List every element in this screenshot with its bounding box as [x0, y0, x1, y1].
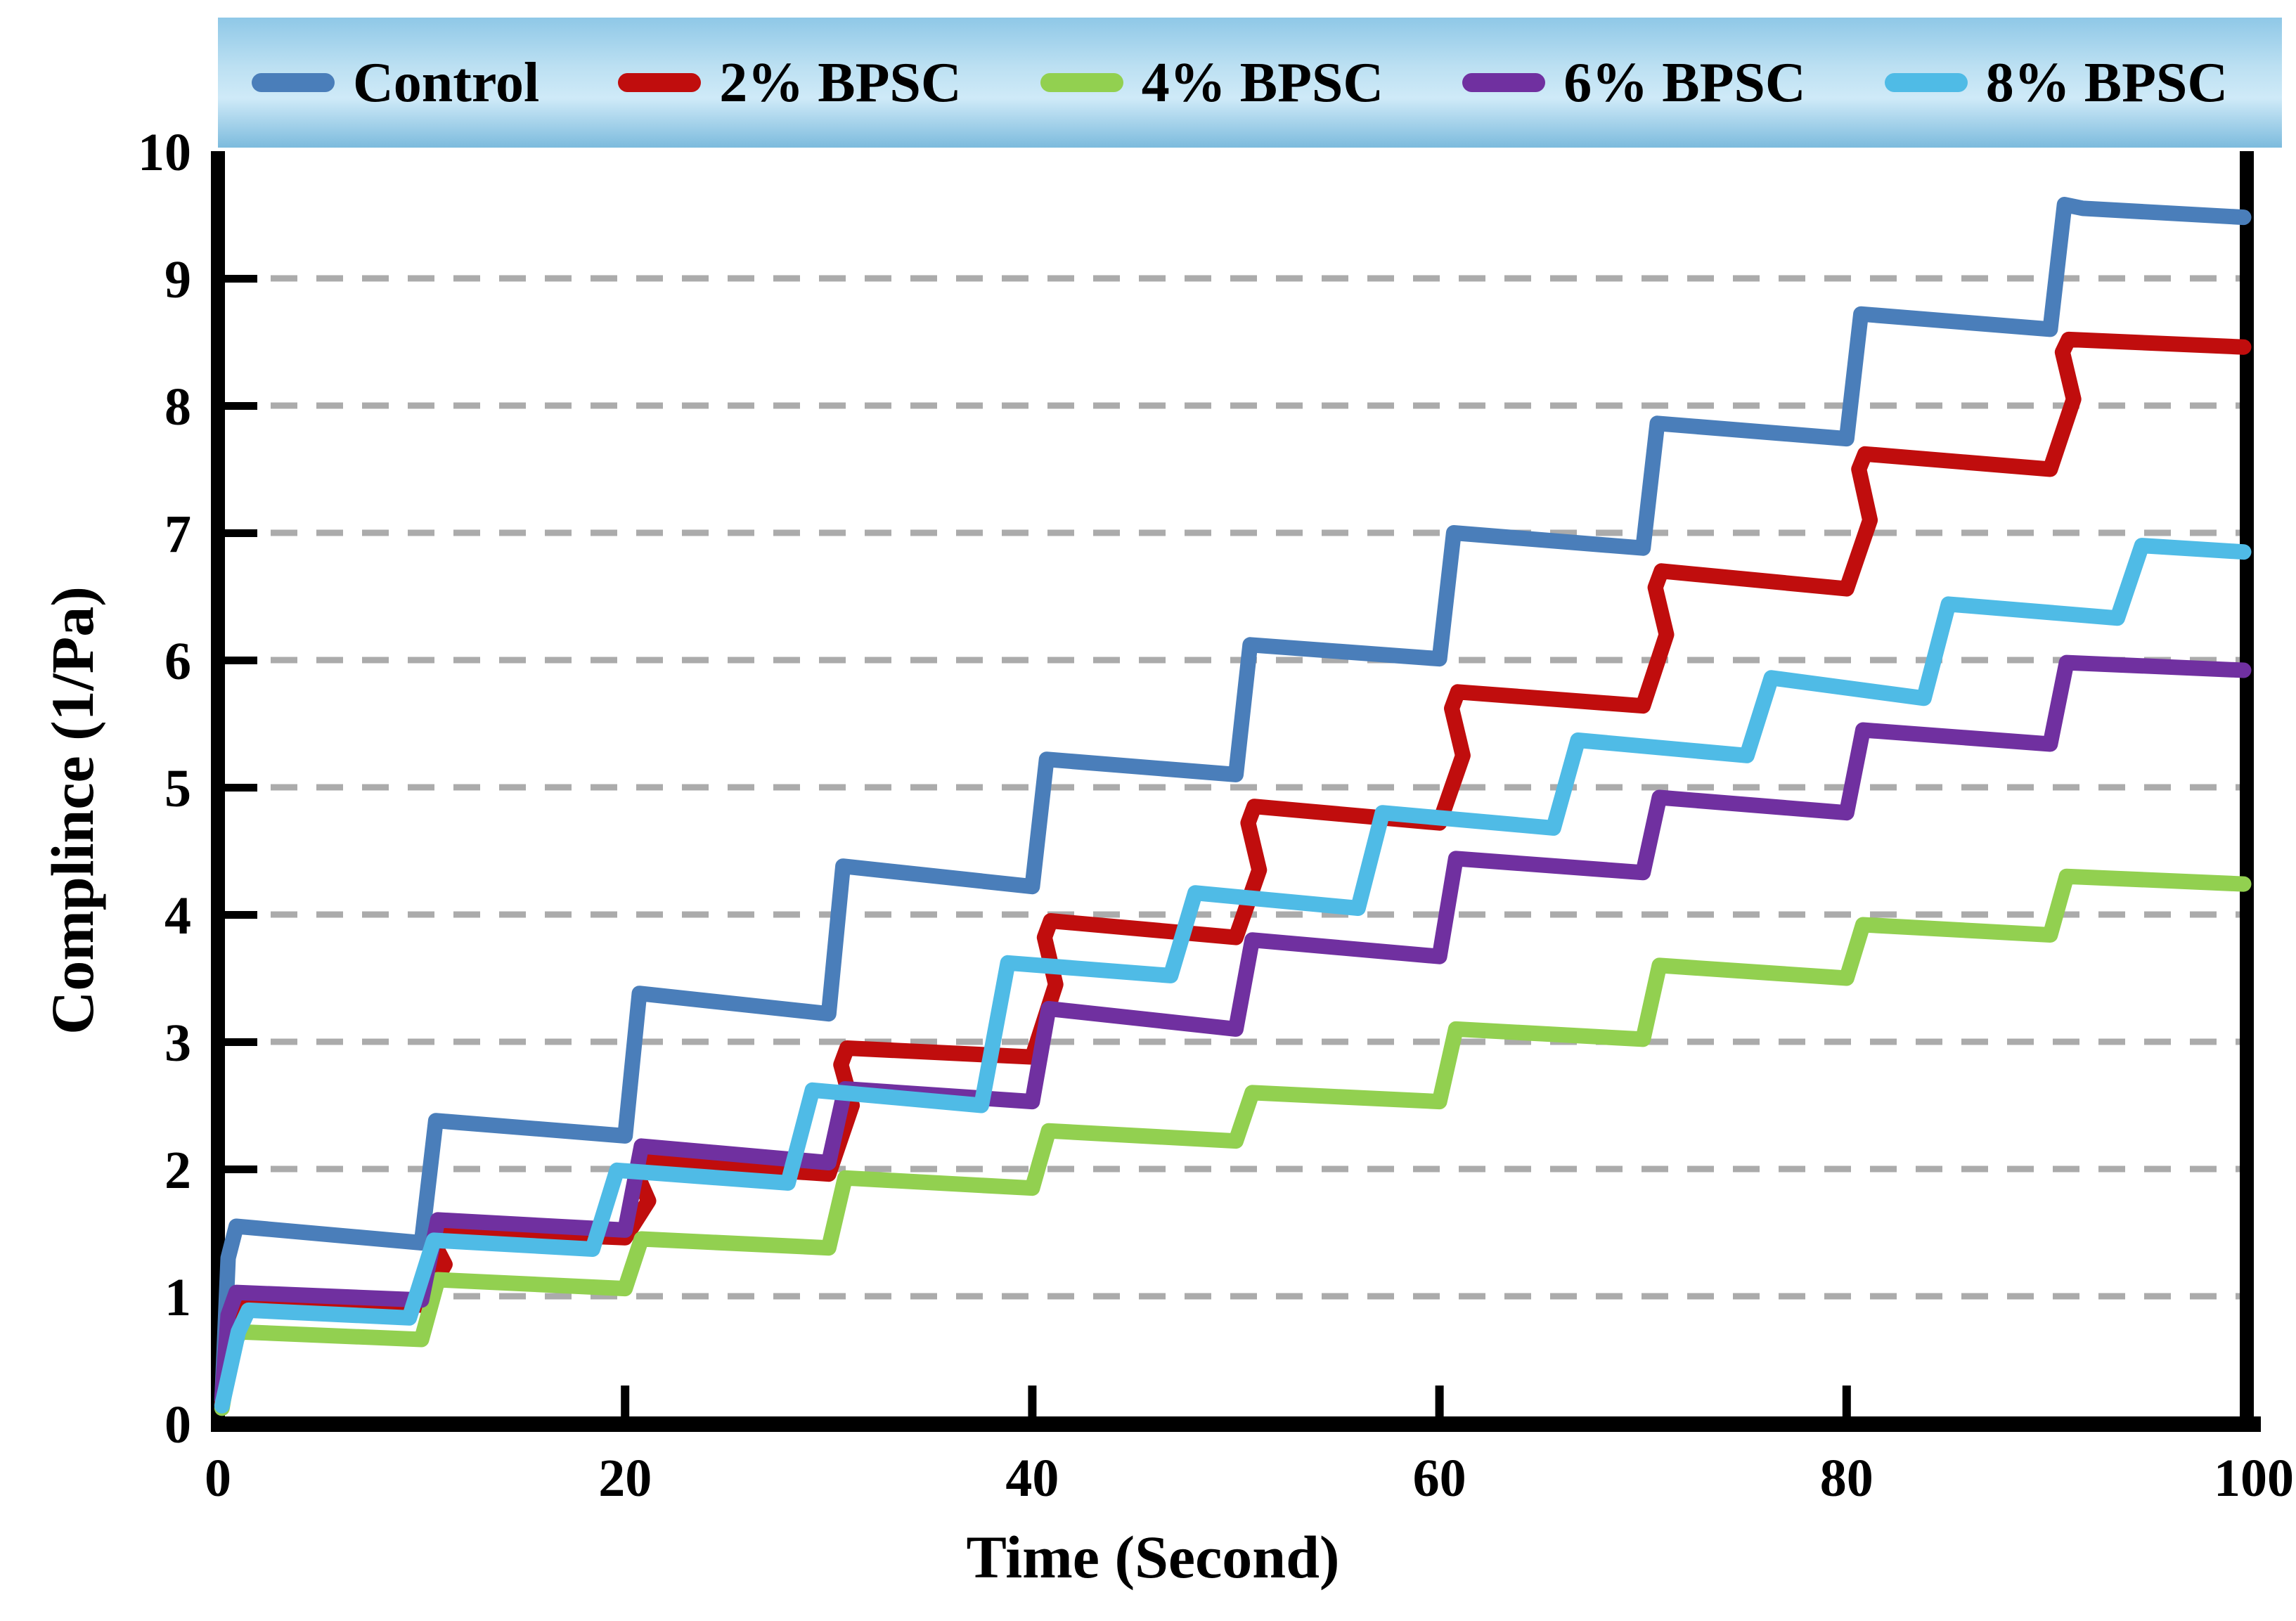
legend-swatch-icon: [1040, 73, 1123, 92]
x-axis-title: Time (Second): [966, 1523, 1340, 1591]
legend-swatch-icon: [1462, 73, 1546, 92]
x-tick-80: [1842, 1386, 1851, 1416]
legend-swatch-icon: [618, 73, 702, 92]
x-tick-label-100: 100: [2214, 1449, 2294, 1508]
x-tick-40: [1028, 1386, 1037, 1416]
x-tick-label-0: 0: [205, 1449, 231, 1508]
y-tick-label-2: 2: [165, 1141, 191, 1200]
y-tick-9: [225, 275, 257, 283]
x-tick-label-60: 60: [1413, 1449, 1466, 1508]
series-line-8-bpsc: [214, 538, 2252, 1414]
legend-label: 4% BPSC: [1141, 51, 1384, 114]
y-tick-label-9: 9: [165, 250, 191, 309]
y-tick-label-3: 3: [165, 1014, 191, 1073]
y-tick-3: [225, 1038, 257, 1046]
legend-item-6-bpsc: 6% BPSC: [1462, 55, 1806, 111]
legend-label: 2% BPSC: [719, 51, 962, 114]
legend-item-4-bpsc: 4% BPSC: [1040, 55, 1384, 111]
y-tick-label-7: 7: [165, 505, 191, 564]
legend-item-2-bpsc: 2% BPSC: [618, 55, 962, 111]
y-tick-label-1: 1: [165, 1268, 191, 1327]
y-tick-label-5: 5: [165, 759, 191, 818]
legend-swatch-icon: [1884, 73, 1968, 92]
y-tick-2: [225, 1165, 257, 1173]
legend-item-control: Control: [252, 55, 539, 111]
y-tick-label-0: 0: [165, 1395, 191, 1454]
right-spine: [2240, 151, 2254, 1432]
y-tick-5: [225, 784, 257, 792]
x-tick-60: [1435, 1386, 1444, 1416]
x-tick-label-80: 80: [1820, 1449, 1873, 1508]
legend-label: 6% BPSC: [1563, 51, 1806, 114]
x-tick-20: [621, 1386, 630, 1416]
legend-label: Control: [353, 51, 540, 114]
series-line-control: [214, 197, 2252, 1409]
x-tick-label-20: 20: [598, 1449, 652, 1508]
y-tick-label-4: 4: [165, 886, 191, 945]
y-tick-label-10: 10: [138, 123, 191, 182]
legend-swatch-icon: [252, 73, 335, 92]
y-axis-title: Complince (1/Pa): [39, 586, 106, 1035]
x-axis-spine: [211, 1416, 2261, 1432]
y-axis-spine: [211, 151, 225, 1432]
y-tick-7: [225, 529, 257, 537]
y-tick-4: [225, 911, 257, 919]
y-tick-label-8: 8: [165, 377, 191, 437]
legend: Control 2% BPSC 4% BPSC 6% BPSC 8% BPSC: [218, 18, 2282, 148]
legend-item-8-bpsc: 8% BPSC: [1884, 51, 2229, 114]
y-tick-8: [225, 402, 257, 410]
legend-label: 8% BPSC: [1985, 51, 2229, 114]
y-tick-6: [225, 657, 257, 664]
x-tick-label-40: 40: [1005, 1449, 1059, 1508]
y-tick-label-6: 6: [165, 632, 191, 691]
series-line-4-bpsc: [214, 868, 2252, 1416]
